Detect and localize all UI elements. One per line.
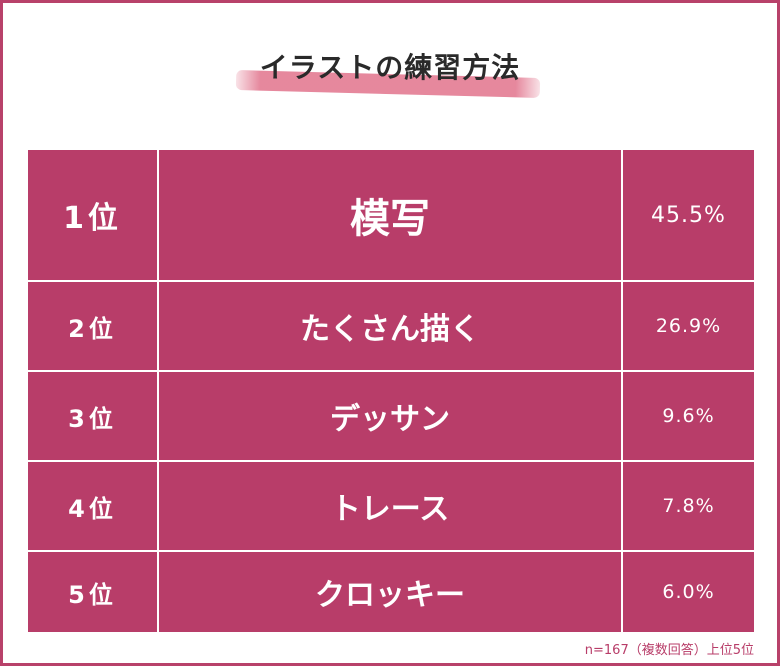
page-title: イラストの練習方法 [259,51,521,84]
rank-cell: 3位 [68,404,117,433]
table-row-5: 5位 クロッキー 6.0% [28,550,754,632]
percent-cell: 6.0% [662,581,715,603]
percent-cell: 45.5% [651,202,726,228]
title-area: イラストの練習方法 [0,42,780,102]
table-row-1: 1位 模写 45.5% [28,150,754,280]
percent-cell: 7.8% [662,495,715,517]
sample-size-note: n=167（複数回答）上位5位 [584,643,754,658]
ranking-table: 1位 模写 45.5% 2位 たくさん描く 26.9% 3位 デッサン 9.6%… [28,150,754,632]
method-cell: トレース [157,462,623,550]
rank-cell: 1位 [63,201,122,236]
method-cell: デッサン [157,372,623,460]
rank-cell: 4位 [68,494,117,523]
rank-cell: 5位 [68,580,117,609]
percent-cell: 9.6% [662,405,715,427]
method-cell: たくさん描く [157,282,623,370]
percent-cell: 26.9% [655,315,722,337]
method-cell: 模写 [157,150,623,280]
table-row-4: 4位 トレース 7.8% [28,460,754,550]
table-row-2: 2位 たくさん描く 26.9% [28,280,754,370]
rank-cell: 2位 [68,314,117,343]
method-cell: クロッキー [157,552,623,632]
table-row-3: 3位 デッサン 9.6% [28,370,754,460]
